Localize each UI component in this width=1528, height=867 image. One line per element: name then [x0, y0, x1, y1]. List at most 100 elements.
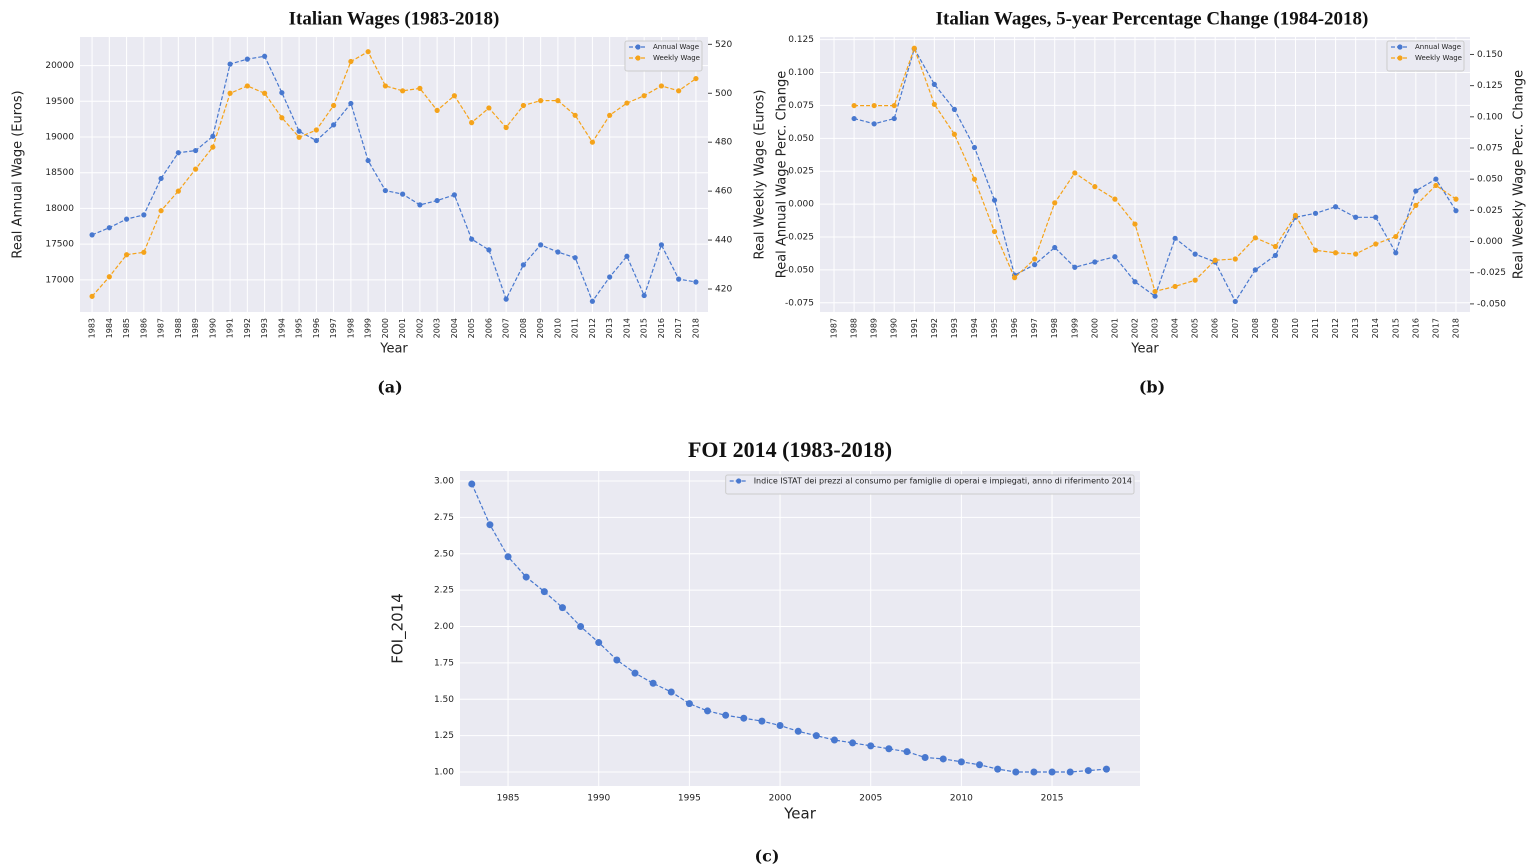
x-tick-label: 1987: [157, 318, 166, 338]
x-tick-label: 1999: [1070, 318, 1079, 338]
data-point: [123, 252, 130, 258]
legend-marker: [635, 44, 641, 50]
data-point: [1272, 252, 1279, 259]
x-tick-label: 2006: [1211, 318, 1220, 338]
chart-title: Italian Wages (1983-2018): [289, 8, 500, 29]
plot-background: [460, 471, 1140, 786]
data-point: [891, 102, 897, 109]
y-tick-label: 0.050: [788, 134, 814, 144]
chart-title: FOI 2014 (1983-2018): [688, 437, 892, 462]
x-tick-label: 2008: [1251, 318, 1260, 338]
data-point: [1332, 250, 1339, 256]
y2-tick-label: 440: [715, 236, 732, 246]
data-point: [685, 700, 693, 708]
data-point: [365, 157, 371, 164]
legend: Annual Wage Weekly Wage: [1386, 40, 1465, 72]
x-tick-label: 2010: [1291, 318, 1300, 338]
data-point: [227, 61, 233, 67]
y2-tick-label: 0.025: [1477, 206, 1503, 216]
data-point: [244, 83, 250, 89]
legend-label: Indice ISTAT dei prezzi al consumo per f…: [754, 477, 1132, 486]
data-point: [520, 102, 526, 109]
x-tick-label: 2012: [588, 318, 597, 338]
data-point: [693, 75, 699, 82]
y-tick-label: 1.50: [434, 695, 454, 705]
data-point: [1011, 275, 1018, 281]
data-point: [776, 721, 784, 729]
data-point: [296, 128, 302, 134]
data-point: [830, 736, 838, 744]
x-tick-label: 2010: [950, 794, 973, 804]
x-tick-label: 2001: [398, 318, 407, 338]
x-tick-label: 2003: [433, 318, 442, 338]
y-tick-label: -0.050: [785, 265, 814, 275]
data-point: [1032, 256, 1038, 262]
data-point: [400, 88, 406, 94]
x-tick-label: 1994: [970, 318, 979, 338]
x-tick-label: 2011: [1311, 318, 1320, 338]
data-point: [649, 679, 657, 687]
y2-tick-label: 0.150: [1477, 50, 1503, 60]
x-tick-label: 2007: [502, 318, 511, 338]
x-tick-label: 1995: [990, 318, 999, 338]
data-point: [976, 761, 984, 769]
data-point: [296, 134, 302, 140]
data-point: [911, 45, 917, 51]
data-point: [572, 255, 578, 261]
y-axis-label: Real Annual Wage Perc. Change: [775, 71, 790, 278]
data-point: [1433, 182, 1439, 189]
data-point: [631, 669, 639, 677]
data-point: [1393, 233, 1399, 240]
data-point: [903, 748, 911, 756]
y-tick-label: 2.75: [434, 513, 454, 523]
x-tick-label: 1994: [277, 318, 286, 338]
data-point: [141, 212, 147, 218]
data-point: [1032, 262, 1038, 268]
chart-title: Italian Wages, 5-year Percentage Change …: [936, 8, 1369, 29]
data-point: [89, 232, 95, 238]
y2-tick-label: 420: [715, 285, 732, 295]
legend: Annual Wage Weekly Wage: [624, 40, 703, 72]
data-point: [589, 298, 596, 304]
data-point: [951, 131, 958, 137]
data-point: [175, 150, 181, 156]
data-point: [849, 739, 857, 747]
x-tick-label: 1996: [1010, 318, 1019, 338]
x-tick-label: 2011: [571, 318, 580, 338]
x-tick-label: 1986: [139, 318, 148, 338]
x-tick-label: 2000: [381, 318, 390, 338]
y-tick-label: 0.100: [788, 68, 814, 78]
y2-tick-label: 0.000: [1477, 237, 1503, 247]
data-point: [1192, 277, 1198, 283]
data-point: [851, 102, 857, 109]
data-point: [1453, 208, 1459, 214]
data-point: [1393, 250, 1399, 256]
data-point: [595, 639, 603, 647]
x-tick-label: 2010: [553, 318, 562, 338]
data-point: [123, 216, 130, 222]
x-tick-label: 1988: [174, 318, 183, 338]
data-point: [1172, 283, 1178, 290]
x-tick-label: 1998: [346, 318, 355, 338]
x-tick-label: 2004: [1171, 318, 1180, 338]
x-tick-label: 1990: [587, 794, 610, 804]
data-point: [589, 139, 596, 145]
y-tick-label: 2.25: [434, 586, 454, 596]
y2-tick-label: 0.050: [1477, 175, 1503, 185]
y-tick-label: 0.125: [788, 35, 814, 45]
data-point: [1312, 247, 1319, 253]
legend-label: Weekly Wage: [653, 54, 700, 62]
data-point: [106, 274, 112, 280]
legend-marker: [1397, 55, 1403, 61]
data-point: [468, 480, 476, 488]
data-point: [624, 253, 630, 259]
data-point: [871, 121, 877, 127]
x-tick-label: 1985: [122, 318, 131, 338]
x-tick-label: 2016: [657, 318, 666, 338]
data-point: [192, 147, 199, 154]
y2-tick-label: 460: [715, 187, 732, 197]
y-tick-label: 0.025: [788, 167, 814, 177]
data-point: [469, 236, 475, 242]
legend-label: Weekly Wage: [1415, 54, 1462, 62]
series-line: [471, 483, 1107, 773]
